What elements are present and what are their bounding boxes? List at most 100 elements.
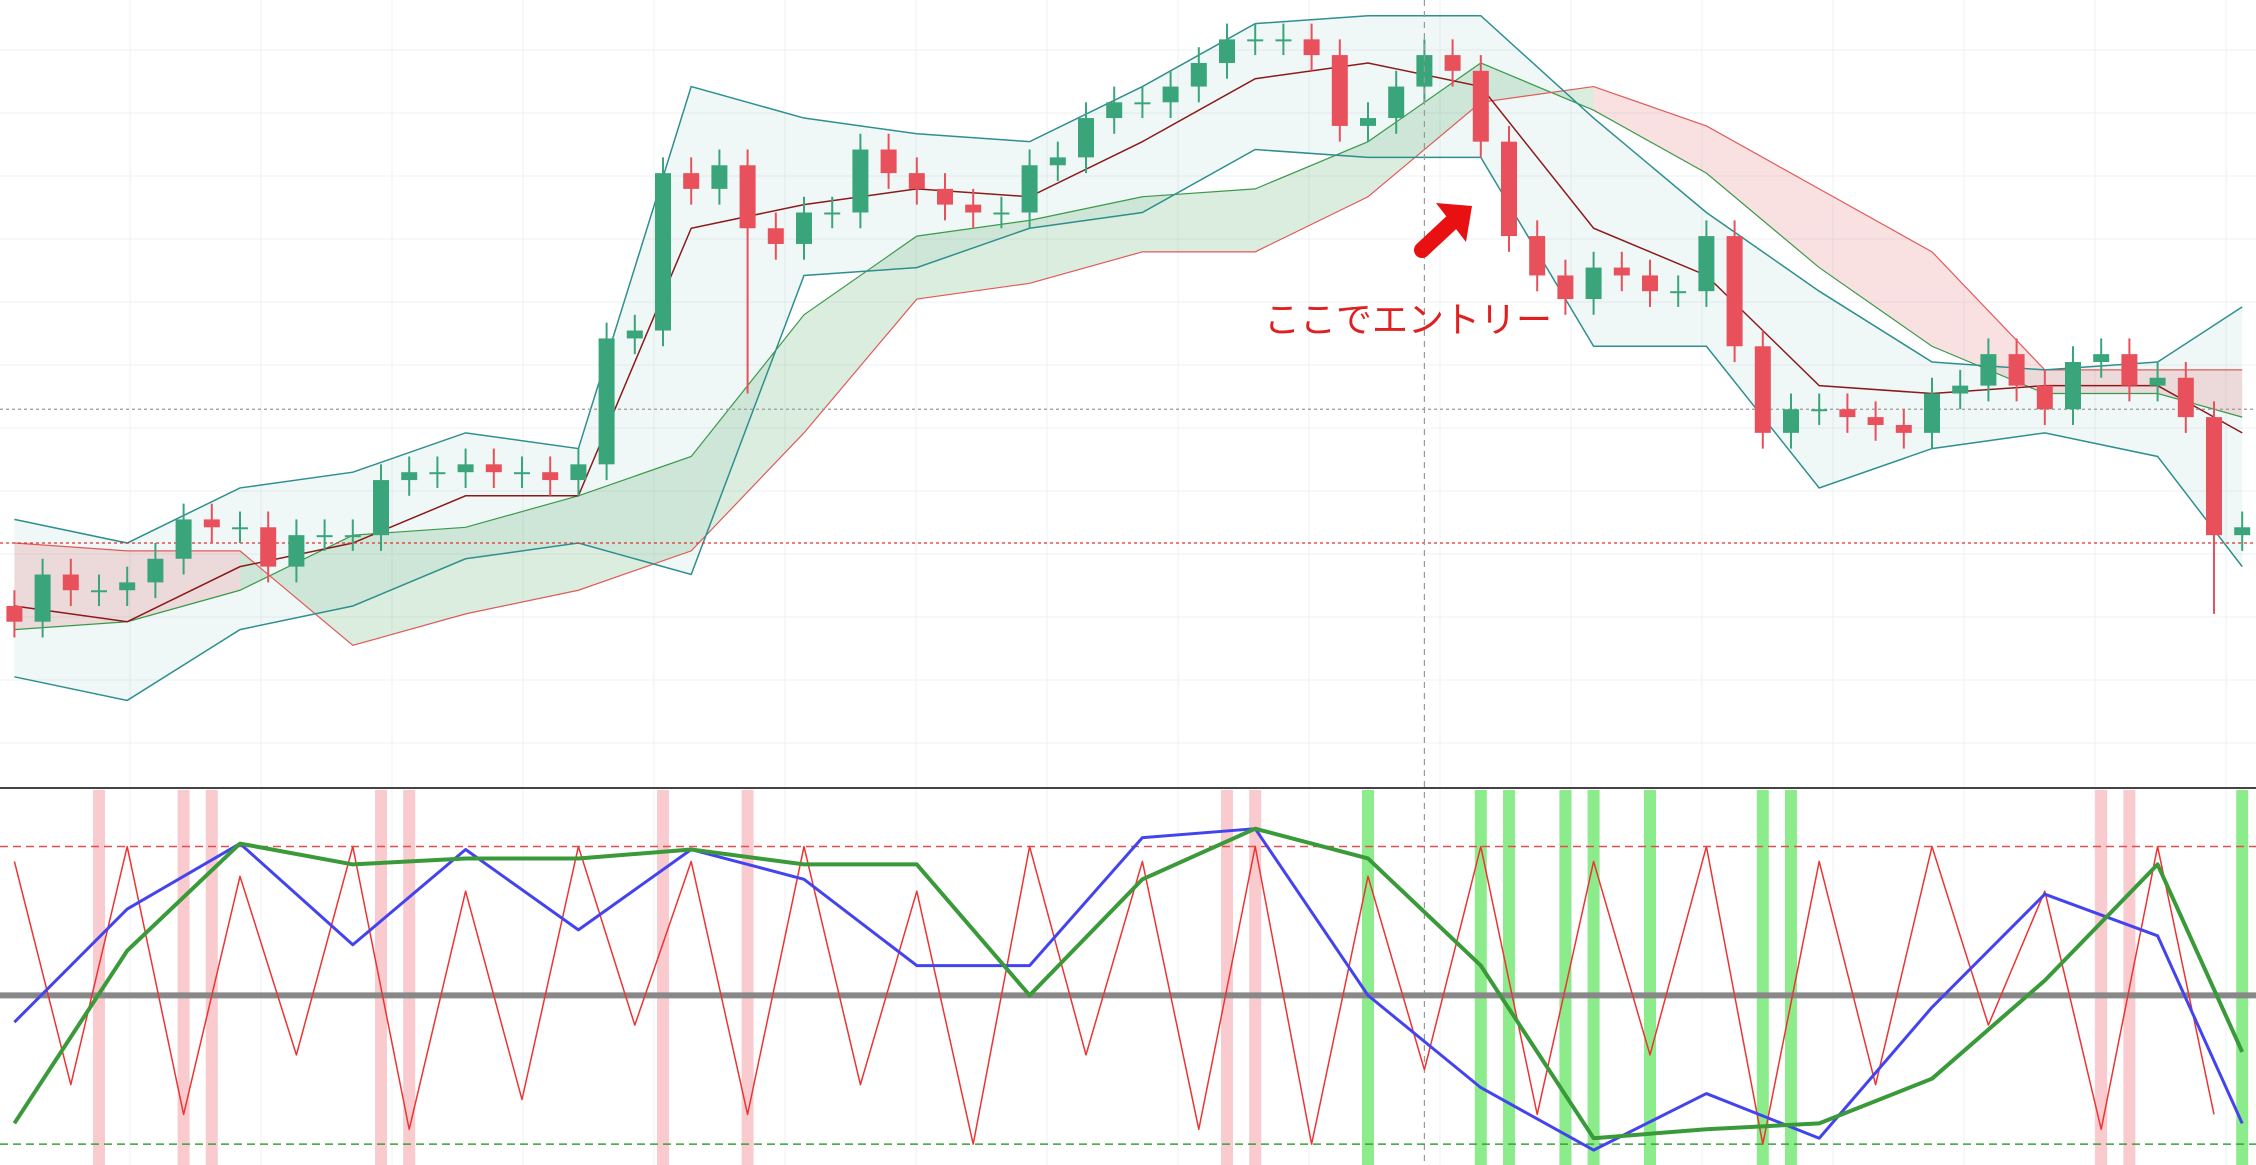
sell-signal bbox=[1221, 790, 1233, 1165]
candle-body bbox=[908, 173, 925, 189]
candle-body bbox=[2149, 377, 2166, 386]
cloud bbox=[1706, 125, 1820, 268]
candle-body bbox=[1388, 86, 1405, 119]
bb-middle bbox=[14, 62, 2243, 623]
candle-body bbox=[1754, 346, 1771, 433]
candle-body bbox=[993, 212, 1010, 215]
candle-body bbox=[2065, 362, 2081, 410]
candle-body bbox=[542, 472, 559, 481]
sell-signal bbox=[2123, 790, 2136, 1165]
buy-signal bbox=[2236, 790, 2249, 1165]
arrow-shaft bbox=[1414, 214, 1460, 258]
candle-body bbox=[626, 330, 643, 339]
candle-body bbox=[1134, 102, 1151, 105]
candle-body bbox=[1162, 86, 1179, 103]
span-b bbox=[14, 85, 2243, 647]
price-pane bbox=[0, 14, 2256, 702]
candle-body bbox=[1726, 236, 1743, 347]
candle-body bbox=[485, 464, 502, 473]
band-fill bbox=[14, 15, 2243, 701]
span-a bbox=[14, 62, 2243, 631]
cloud bbox=[691, 314, 804, 551]
sell-signal bbox=[205, 790, 218, 1165]
oscillator-line bbox=[13, 845, 2215, 1145]
candle-body bbox=[1501, 141, 1517, 237]
candle-body bbox=[1444, 55, 1461, 71]
candle-body bbox=[1585, 267, 1602, 300]
candle-body bbox=[767, 228, 784, 244]
candle-body bbox=[2234, 527, 2251, 536]
candle-body bbox=[824, 212, 841, 215]
candle-body bbox=[1952, 385, 1969, 394]
candle-body bbox=[2206, 417, 2222, 536]
candle-body bbox=[1557, 275, 1574, 300]
candle-body bbox=[655, 173, 671, 331]
candle-body bbox=[457, 464, 474, 473]
candle-body bbox=[119, 582, 136, 591]
candle-body bbox=[1895, 424, 1912, 433]
candle-body bbox=[683, 173, 700, 189]
annotation: ここでエントリー bbox=[1264, 300, 1552, 341]
candle-body bbox=[373, 480, 389, 536]
candle-body bbox=[316, 535, 333, 538]
buy-signal bbox=[1474, 790, 1487, 1165]
candle-body bbox=[1078, 118, 1094, 158]
candle-body bbox=[1839, 409, 1856, 418]
cloud bbox=[804, 236, 917, 433]
candle-body bbox=[429, 472, 446, 475]
cloud bbox=[465, 495, 579, 614]
candle-body bbox=[2008, 354, 2025, 386]
candle-body bbox=[739, 165, 756, 229]
candle-body bbox=[91, 590, 107, 593]
candle-body bbox=[6, 605, 23, 622]
candle-body bbox=[1613, 267, 1630, 276]
cloud bbox=[240, 535, 353, 646]
candle-body bbox=[1275, 39, 1292, 42]
candle-body bbox=[1642, 275, 1658, 292]
candle-body bbox=[852, 149, 869, 213]
buy-signal bbox=[1785, 790, 1797, 1165]
candle-body bbox=[1529, 236, 1546, 276]
candle-body bbox=[1980, 354, 1997, 386]
candle-body bbox=[570, 464, 587, 481]
candle-body bbox=[1472, 70, 1489, 142]
sell-signal bbox=[657, 790, 669, 1165]
candle-body bbox=[1021, 165, 1038, 213]
candle-body bbox=[711, 165, 728, 189]
candle-body bbox=[880, 149, 897, 174]
candle-body bbox=[401, 472, 418, 481]
candle-body bbox=[147, 558, 164, 583]
candle-body bbox=[598, 338, 615, 465]
candle-body bbox=[62, 574, 79, 591]
candle-body bbox=[1190, 62, 1207, 87]
oscillator-line bbox=[12, 826, 2245, 1141]
buy-signal bbox=[1756, 790, 1769, 1165]
sell-signal bbox=[741, 790, 754, 1165]
cloud bbox=[352, 527, 466, 646]
sell-signal bbox=[1249, 790, 1262, 1165]
candle-body bbox=[1924, 393, 1940, 433]
candle-body bbox=[1867, 417, 1884, 425]
cloud bbox=[1819, 188, 1932, 347]
candle-body bbox=[1049, 157, 1066, 166]
arrow-head bbox=[1436, 203, 1472, 242]
sell-signal bbox=[403, 790, 416, 1165]
candle-body bbox=[1698, 236, 1715, 292]
buy-signal bbox=[1644, 790, 1656, 1165]
candle-body bbox=[937, 188, 953, 205]
bb-lower bbox=[14, 148, 2243, 702]
candle-body bbox=[175, 519, 192, 559]
buy-signal bbox=[1587, 790, 1600, 1165]
cloud bbox=[916, 220, 1030, 300]
sell-signal bbox=[375, 790, 387, 1165]
buy-signal bbox=[1362, 790, 1374, 1165]
candle-body bbox=[288, 535, 305, 567]
candle-body bbox=[2093, 354, 2110, 363]
candle-body bbox=[2121, 354, 2138, 386]
cloud bbox=[1029, 196, 1143, 284]
sell-signal bbox=[93, 790, 105, 1165]
cloud bbox=[1593, 86, 1707, 174]
